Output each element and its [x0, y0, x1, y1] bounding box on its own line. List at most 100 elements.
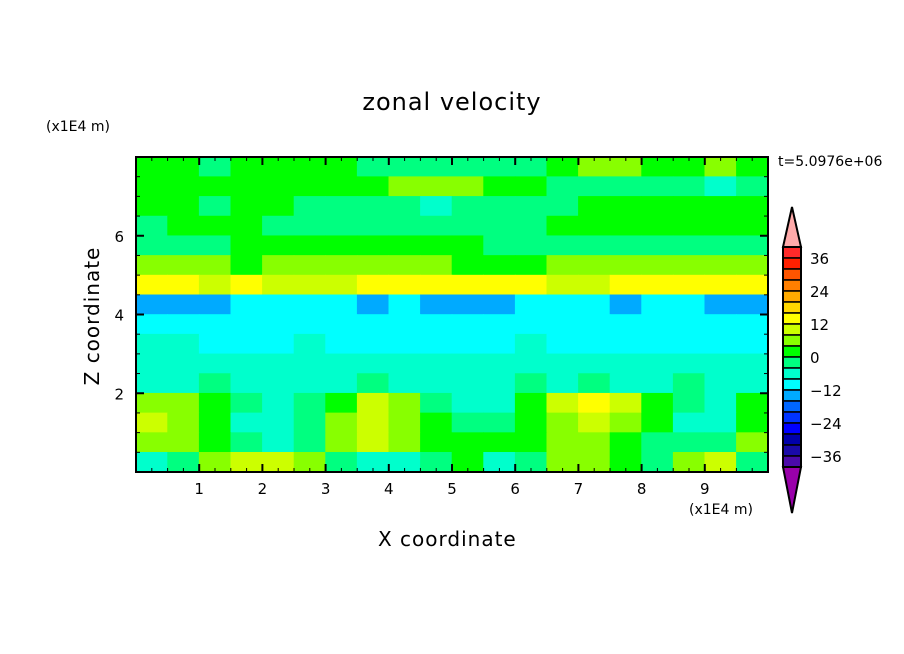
contour-cell [167, 176, 200, 197]
contour-cell [230, 274, 263, 296]
contour-cell [198, 373, 232, 394]
contour-cell [388, 392, 421, 414]
contour-cell [514, 274, 548, 296]
colorbar-box [782, 422, 802, 435]
contour-cell [420, 333, 453, 355]
contour-cell [609, 353, 642, 374]
colorbar-tick-label: 24 [810, 283, 829, 301]
contour-cell [135, 294, 168, 315]
contour-cell [262, 235, 295, 256]
contour-cell [293, 235, 326, 256]
contour-cell [356, 274, 390, 296]
contour-cell [262, 452, 295, 473]
contour-cell [736, 235, 769, 256]
contour-cell [167, 392, 200, 414]
x-tick-label: 4 [384, 480, 394, 498]
contour-cell [325, 353, 358, 374]
contour-cell [451, 373, 484, 394]
colorbar-box [782, 345, 802, 358]
contour-cell [736, 452, 769, 473]
contour-cell [578, 156, 611, 177]
contour-cell [135, 255, 168, 276]
contour-cell [262, 333, 295, 355]
contour-cell [420, 294, 453, 315]
contour-cell [230, 294, 263, 315]
contour-cell [388, 314, 421, 335]
contour-cell [198, 412, 232, 433]
contour-cell [167, 156, 200, 177]
colorbar-tick-label: 0 [810, 349, 820, 367]
contour-cell [388, 333, 421, 355]
contour-cell [483, 452, 516, 473]
chart-title: zonal velocity [362, 88, 542, 116]
contour-cell [451, 314, 484, 335]
contour-cell [451, 196, 484, 217]
contour-cell [135, 215, 168, 237]
contour-cell [388, 452, 421, 473]
contour-cell [167, 294, 200, 315]
contour-cell [135, 373, 168, 394]
contour-cell [167, 412, 200, 433]
contour-cell [546, 294, 579, 315]
contour-cell [325, 373, 358, 394]
contour-cell [293, 196, 326, 217]
contour-cell [451, 432, 484, 453]
contour-cell [198, 432, 232, 453]
contour-cell [135, 412, 168, 433]
contour-cell [514, 392, 548, 414]
colorbar-over-triangle [781, 206, 803, 248]
contour-cell [293, 176, 326, 197]
contour-cell [230, 215, 263, 237]
contour-cell [262, 432, 295, 453]
contour-cell [451, 235, 484, 256]
contour-cell [609, 452, 642, 473]
contour-cell [135, 176, 168, 197]
contour-cell [483, 274, 516, 296]
contour-cell [483, 196, 516, 217]
contour-cell [483, 294, 516, 315]
contour-cell [483, 235, 516, 256]
contour-cell [546, 156, 579, 177]
contour-cell [736, 353, 769, 374]
contour-cell [736, 215, 769, 237]
contour-cell [451, 333, 484, 355]
contour-cell [704, 353, 737, 374]
contour-cell [578, 373, 611, 394]
contour-cell [420, 432, 453, 453]
contour-cell [514, 156, 548, 177]
contour-cell [704, 412, 737, 433]
contour-cell [420, 392, 453, 414]
contour-cell [198, 333, 232, 355]
contour-cell [514, 333, 548, 355]
colorbar-box [782, 323, 802, 336]
contour-cell [167, 432, 200, 453]
contour-cell [641, 176, 674, 197]
contour-cell [704, 255, 737, 276]
contour-cell [230, 235, 263, 256]
contour-cell [356, 333, 390, 355]
contour-cell [293, 255, 326, 276]
contour-cell [293, 353, 326, 374]
contour-cell [672, 294, 706, 315]
contour-cell [388, 294, 421, 315]
contour-cell [167, 353, 200, 374]
contour-cell [293, 452, 326, 473]
contour-cell [356, 373, 390, 394]
contour-cell [451, 412, 484, 433]
contour-cell [167, 373, 200, 394]
contour-cell [609, 314, 642, 335]
contour-cell [546, 432, 579, 453]
contour-cell [420, 156, 453, 177]
colorbar-box [782, 400, 802, 413]
contour-cell [262, 412, 295, 433]
contour-cell [514, 314, 548, 335]
contour-cell [135, 314, 168, 335]
contour-cell [736, 392, 769, 414]
contour-cell [546, 255, 579, 276]
contour-cell [325, 412, 358, 433]
contour-cell [514, 353, 548, 374]
colorbar-box [782, 334, 802, 347]
contour-cell [736, 176, 769, 197]
contour-cell [672, 314, 706, 335]
contour-cell [704, 274, 737, 296]
